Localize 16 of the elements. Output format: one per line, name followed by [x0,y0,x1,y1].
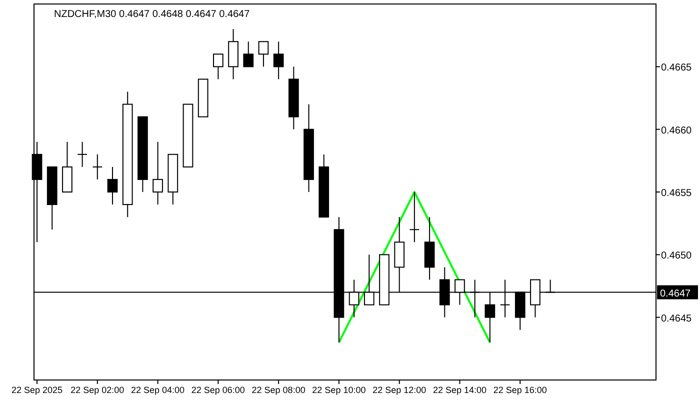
x-tick-label: 22 Sep 08:00 [252,385,306,395]
y-tick-label: 0.4650 [661,250,692,262]
x-tick-label: 22 Sep 16:00 [493,385,547,395]
x-tick-label: 22 Sep 02:00 [70,385,124,395]
x-tick-label: 22 Sep 14:00 [432,385,487,395]
y-tick-label: 0.4665 [661,62,692,74]
y-tick-label: 0.4655 [661,188,692,199]
y-tick-label: 0.4645 [661,313,692,324]
x-tick-label: 22 Sep 04:00 [131,385,185,395]
ref-line-label: 0.4647 [660,288,692,300]
x-tick-label: 22 Sep 10:00 [312,385,366,395]
x-tick-label: 22 Sep 2025 [11,385,63,395]
text: NZDCHF,M30 0.4647 0.4648 0.4647 0.4647 [54,9,250,20]
x-tick-label: 22 Sep 12:00 [372,385,426,395]
x-tick-label: 22 Sep 06:00 [191,385,245,395]
y-tick-label: 0.4660 [661,125,692,136]
